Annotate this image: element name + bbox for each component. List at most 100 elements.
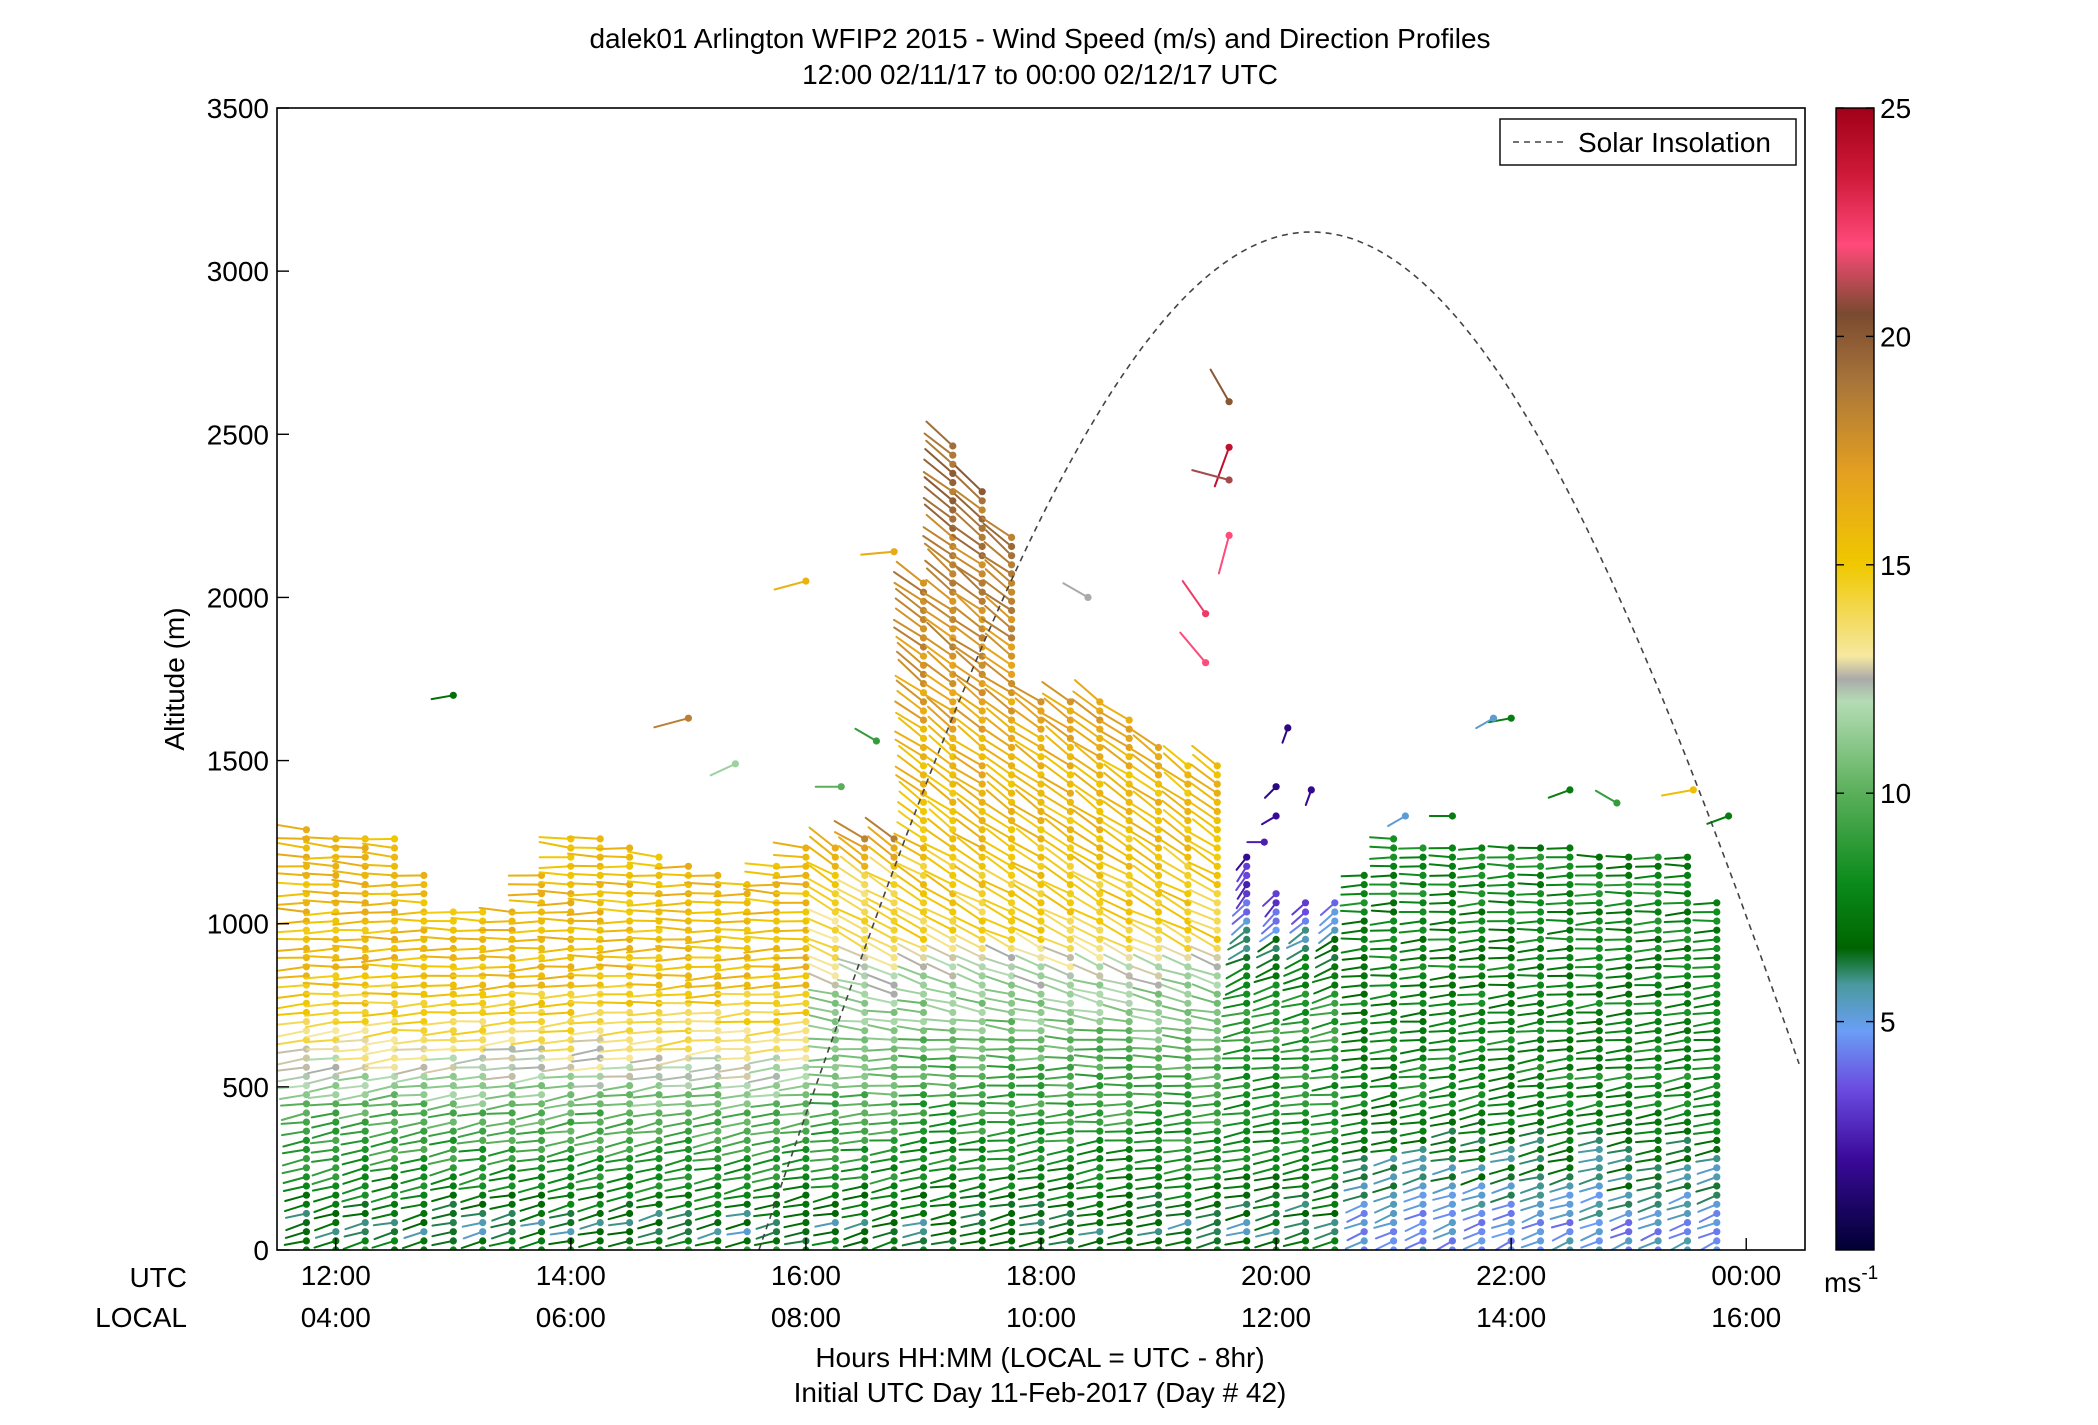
wind-barb-point: [1595, 935, 1603, 944]
wind-barb-shaft: [1546, 1130, 1571, 1137]
wind-barb-point: [1683, 1109, 1692, 1117]
wind-barb-point: [1301, 899, 1310, 907]
x-tick-label-local: 12:00: [1241, 1302, 1311, 1333]
wind-barb-shaft: [1281, 1130, 1307, 1135]
wind-barb-shaft: [311, 1157, 337, 1163]
wind-barb-shaft: [744, 918, 778, 923]
wind-barb-shaft: [981, 928, 1013, 941]
wind-barb-point: [1419, 935, 1427, 944]
wind-barb-shaft: [987, 1157, 1013, 1161]
wind-barb-point: [1625, 1191, 1633, 1199]
wind-barb-point: [1272, 990, 1280, 998]
wind-barb-shaft: [1191, 1066, 1219, 1069]
wind-barb-point: [1507, 1018, 1515, 1026]
wind-barb-shaft: [627, 861, 660, 868]
wind-barb-shaft: [1693, 901, 1718, 906]
wind-barb-shaft: [951, 524, 984, 548]
wind-barb-shaft: [508, 899, 543, 904]
wind-barb-point: [1008, 853, 1016, 861]
wind-barb-shaft: [778, 1093, 807, 1097]
wind-barb-point: [655, 1145, 663, 1154]
wind-barb-shaft: [1370, 1075, 1395, 1083]
wind-barb-shaft: [1516, 1112, 1542, 1118]
wind-barb-point: [831, 1036, 839, 1044]
wind-barb-point: [1331, 1145, 1339, 1154]
wind-barb-point: [1448, 1008, 1456, 1017]
wind-barb-shaft: [1190, 782, 1219, 804]
wind-barb-point: [1213, 1100, 1221, 1108]
wind-barb-shaft: [1488, 900, 1513, 904]
wind-barb-shaft: [956, 678, 984, 703]
wind-barb-shaft: [837, 1064, 866, 1069]
wind-barb-point: [919, 670, 928, 679]
wind-barb-point: [1507, 1155, 1515, 1163]
wind-barb-point: [1390, 1164, 1398, 1172]
wind-barb-point: [1595, 944, 1603, 953]
wind-barb-shaft: [1546, 993, 1571, 996]
wind-barb-point: [731, 760, 740, 768]
wind-barb-shaft: [1457, 1002, 1483, 1006]
wind-barb-point: [1154, 1118, 1163, 1126]
wind-barb-point: [596, 1182, 604, 1190]
wind-barb-point: [302, 1209, 310, 1218]
wind-barb-point: [919, 871, 928, 880]
wind-barb-point: [626, 1219, 634, 1227]
wind-barb-shaft: [984, 997, 1013, 1005]
wind-barb-point: [919, 707, 928, 715]
wind-barb-shaft: [1487, 1057, 1513, 1061]
wind-barb-shaft: [566, 911, 602, 916]
wind-barb-shaft: [723, 1185, 749, 1195]
wind-barb-point: [1478, 917, 1486, 925]
wind-barb-shaft: [754, 1203, 778, 1211]
wind-barb-point: [1125, 753, 1133, 761]
wind-barb-point: [684, 1082, 693, 1090]
wind-barb-point: [978, 1237, 986, 1245]
wind-barb-point: [978, 999, 986, 1007]
wind-barb-point: [949, 479, 957, 487]
wind-barb-point: [626, 1237, 634, 1245]
wind-barb-shaft: [1252, 1203, 1278, 1209]
wind-barb-point: [508, 908, 516, 916]
wind-barb-point: [479, 1100, 487, 1108]
wind-barb-point: [1390, 1054, 1398, 1062]
wind-barb-point: [332, 1063, 340, 1071]
wind-barb-shaft: [1073, 1063, 1101, 1069]
wind-barb-point: [1154, 743, 1163, 752]
wind-barb-shaft: [745, 1029, 778, 1037]
wind-barb-point: [684, 1054, 693, 1062]
wind-barb-shaft: [451, 1038, 484, 1043]
wind-barb-point: [302, 862, 310, 870]
wind-barb-shaft: [981, 674, 1013, 694]
wind-barb-point: [831, 899, 839, 907]
wind-barb-point: [1625, 871, 1633, 880]
wind-barb-shaft: [989, 1221, 1013, 1230]
wind-barb-point: [1331, 1219, 1339, 1227]
wind-barb-point: [1243, 1173, 1251, 1181]
wind-barb-point: [1595, 1008, 1603, 1017]
wind-barb-point: [1360, 972, 1368, 980]
wind-barb-point: [684, 1219, 693, 1227]
wind-barb-shaft: [779, 1102, 807, 1108]
wind-barb-shaft: [751, 1175, 778, 1184]
wind-barb-shaft: [1106, 1221, 1131, 1227]
wind-barb-point: [714, 917, 722, 925]
wind-barb-shaft: [1010, 683, 1042, 703]
wind-barb-shaft: [662, 1121, 690, 1128]
wind-barb-shaft: [335, 1048, 367, 1053]
wind-barb-point: [1272, 1219, 1280, 1227]
wind-barb-shaft: [1398, 1002, 1424, 1006]
wind-barb-point: [1154, 753, 1163, 761]
wind-barb-shaft: [871, 1221, 896, 1228]
wind-barb-shaft: [1048, 1185, 1072, 1192]
wind-barb-shaft: [1281, 1148, 1307, 1156]
wind-barb-shaft: [456, 1139, 484, 1145]
wind-barb-point: [1096, 771, 1104, 779]
wind-barb-point: [1331, 1200, 1339, 1208]
wind-barb-point: [1536, 1072, 1545, 1080]
wind-barb-point: [1184, 1155, 1192, 1163]
wind-barb-shaft: [956, 836, 984, 859]
wind-barb-shaft: [338, 1102, 367, 1107]
wind-barb-point: [1213, 999, 1221, 1007]
wind-barb-point: [949, 725, 957, 733]
wind-barb-shaft: [896, 1025, 925, 1032]
